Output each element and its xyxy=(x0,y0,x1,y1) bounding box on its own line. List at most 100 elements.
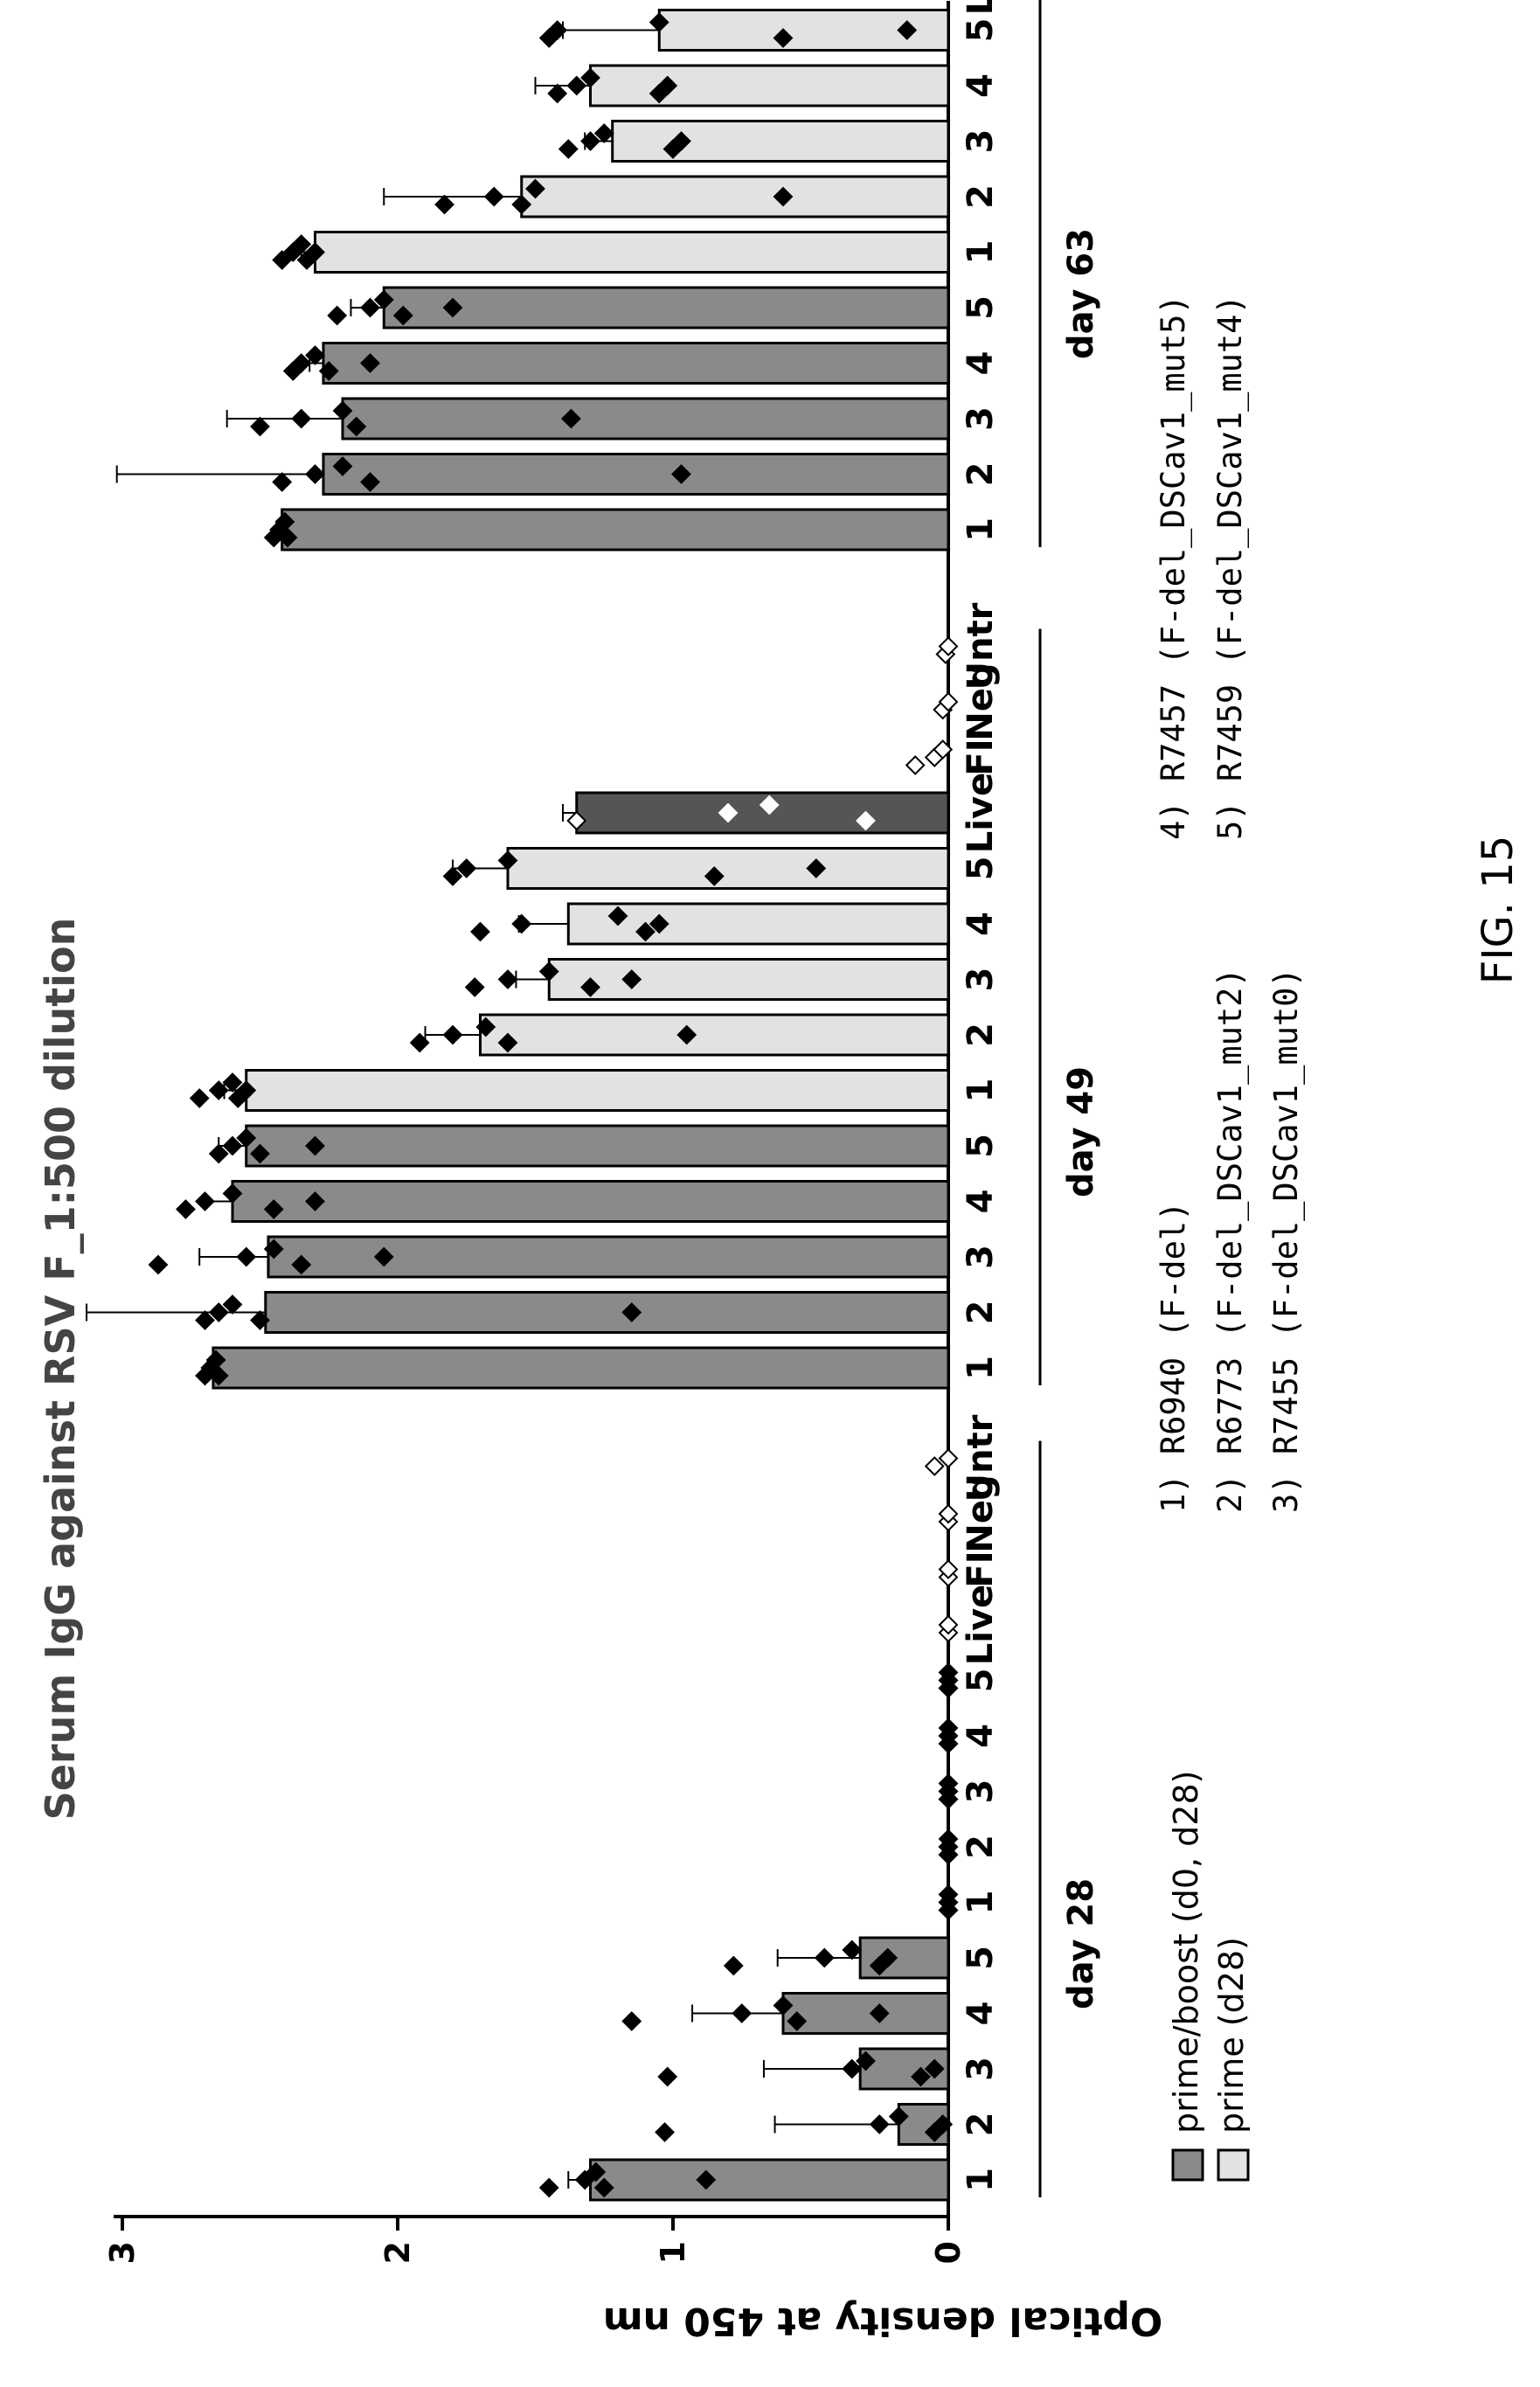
data-point xyxy=(346,416,367,437)
data-point xyxy=(911,2066,931,2087)
data-point xyxy=(291,408,312,429)
data-point xyxy=(176,1199,196,1219)
data-point xyxy=(566,75,587,96)
data-point xyxy=(327,305,348,326)
data-point xyxy=(806,858,827,878)
x-category-label: 3 xyxy=(961,1780,1001,1804)
data-point xyxy=(305,1135,325,1156)
y-tick-label: 1 xyxy=(654,2241,692,2264)
data-point xyxy=(897,20,918,40)
data-point xyxy=(607,906,628,926)
data-point xyxy=(938,1836,959,1857)
data-point xyxy=(250,1310,270,1330)
legend: prime/boost (d0, d28) prime (d28) xyxy=(1167,1771,1251,2182)
group-label: day 49 xyxy=(1061,1066,1101,1197)
data-point xyxy=(332,400,353,421)
data-point xyxy=(208,1080,229,1100)
legend-label: prime/boost (d0, d28) xyxy=(1167,1771,1205,2134)
bar xyxy=(611,120,950,163)
data-point xyxy=(360,472,380,492)
data-point xyxy=(938,1892,959,1912)
x-category-label: 1 xyxy=(961,1891,1001,1915)
data-point xyxy=(222,1072,243,1093)
x-category-label: 3 xyxy=(961,2057,1001,2081)
data-point xyxy=(250,1143,270,1164)
data-point xyxy=(938,1503,959,1524)
x-category-label: 5 xyxy=(961,295,1001,320)
data-point xyxy=(263,1239,284,1259)
data-point xyxy=(657,2066,678,2087)
data-point xyxy=(759,795,780,815)
x-category-label: 4 xyxy=(961,912,1001,936)
data-point xyxy=(655,2122,675,2142)
data-point xyxy=(671,464,691,484)
y-tick-label: 0 xyxy=(929,2241,968,2264)
data-point xyxy=(938,1448,959,1468)
data-point xyxy=(718,802,739,823)
data-point xyxy=(621,2011,642,2031)
x-category-label: Live xyxy=(961,773,1001,853)
x-category-label: Live xyxy=(961,0,1001,15)
data-point xyxy=(580,977,600,997)
bar xyxy=(314,231,950,274)
bar xyxy=(341,397,950,441)
data-point xyxy=(511,913,532,934)
x-category-label: 1 xyxy=(961,517,1001,542)
data-point xyxy=(657,75,678,96)
data-point xyxy=(442,297,463,318)
bar xyxy=(566,902,950,946)
data-point xyxy=(305,242,325,262)
x-category-label: 2 xyxy=(961,2113,1001,2137)
bar xyxy=(858,1936,950,1980)
data-point xyxy=(773,186,794,207)
data-point xyxy=(574,2169,595,2190)
x-category-label: 5 xyxy=(961,18,1001,43)
data-point xyxy=(938,691,959,712)
data-point xyxy=(547,20,568,40)
data-point xyxy=(511,194,532,215)
data-point xyxy=(888,2106,909,2127)
data-point xyxy=(409,1032,430,1053)
data-point xyxy=(787,2011,808,2031)
bar xyxy=(322,453,950,496)
x-category-label: Untr xyxy=(961,1414,1001,1502)
data-point xyxy=(305,345,325,365)
data-point xyxy=(208,1365,229,1386)
bar xyxy=(575,791,950,835)
x-category-label: 2 xyxy=(961,1023,1001,1047)
data-point xyxy=(869,2003,890,2023)
data-point xyxy=(938,1614,959,1635)
bar xyxy=(781,1992,950,2035)
x-category-label: 5 xyxy=(961,1946,1001,1970)
bar xyxy=(231,1180,950,1223)
data-point xyxy=(580,131,600,151)
data-point xyxy=(732,2003,753,2023)
data-point xyxy=(649,12,669,32)
data-point xyxy=(842,2058,863,2079)
data-point xyxy=(773,28,794,48)
construct-key-item: 3) R7455 (F-del_DSCav1_mut0) xyxy=(1267,968,1306,1513)
data-point xyxy=(148,1254,169,1275)
x-category-label: Untr xyxy=(961,602,1001,690)
data-point xyxy=(442,866,463,886)
data-point xyxy=(195,1191,215,1211)
data-point xyxy=(938,1781,959,1801)
data-point xyxy=(878,1947,898,1968)
data-point xyxy=(305,1191,325,1211)
data-point xyxy=(208,1302,229,1322)
data-point xyxy=(497,1032,518,1053)
x-category-label: Live xyxy=(961,1585,1001,1665)
data-point xyxy=(497,969,518,989)
bar xyxy=(382,286,950,330)
data-point xyxy=(195,1310,215,1330)
data-point xyxy=(938,1670,959,1690)
data-point xyxy=(538,2177,559,2198)
data-point xyxy=(208,1143,229,1164)
data-point xyxy=(272,250,293,270)
data-point xyxy=(856,810,876,831)
figure-label: FIG. 15 xyxy=(1474,836,1523,985)
y-axis-label: Optical density at 450 nm xyxy=(603,2299,1163,2343)
x-category-label: 1 xyxy=(961,2168,1001,2192)
y-tick-label: 2 xyxy=(378,2241,417,2264)
